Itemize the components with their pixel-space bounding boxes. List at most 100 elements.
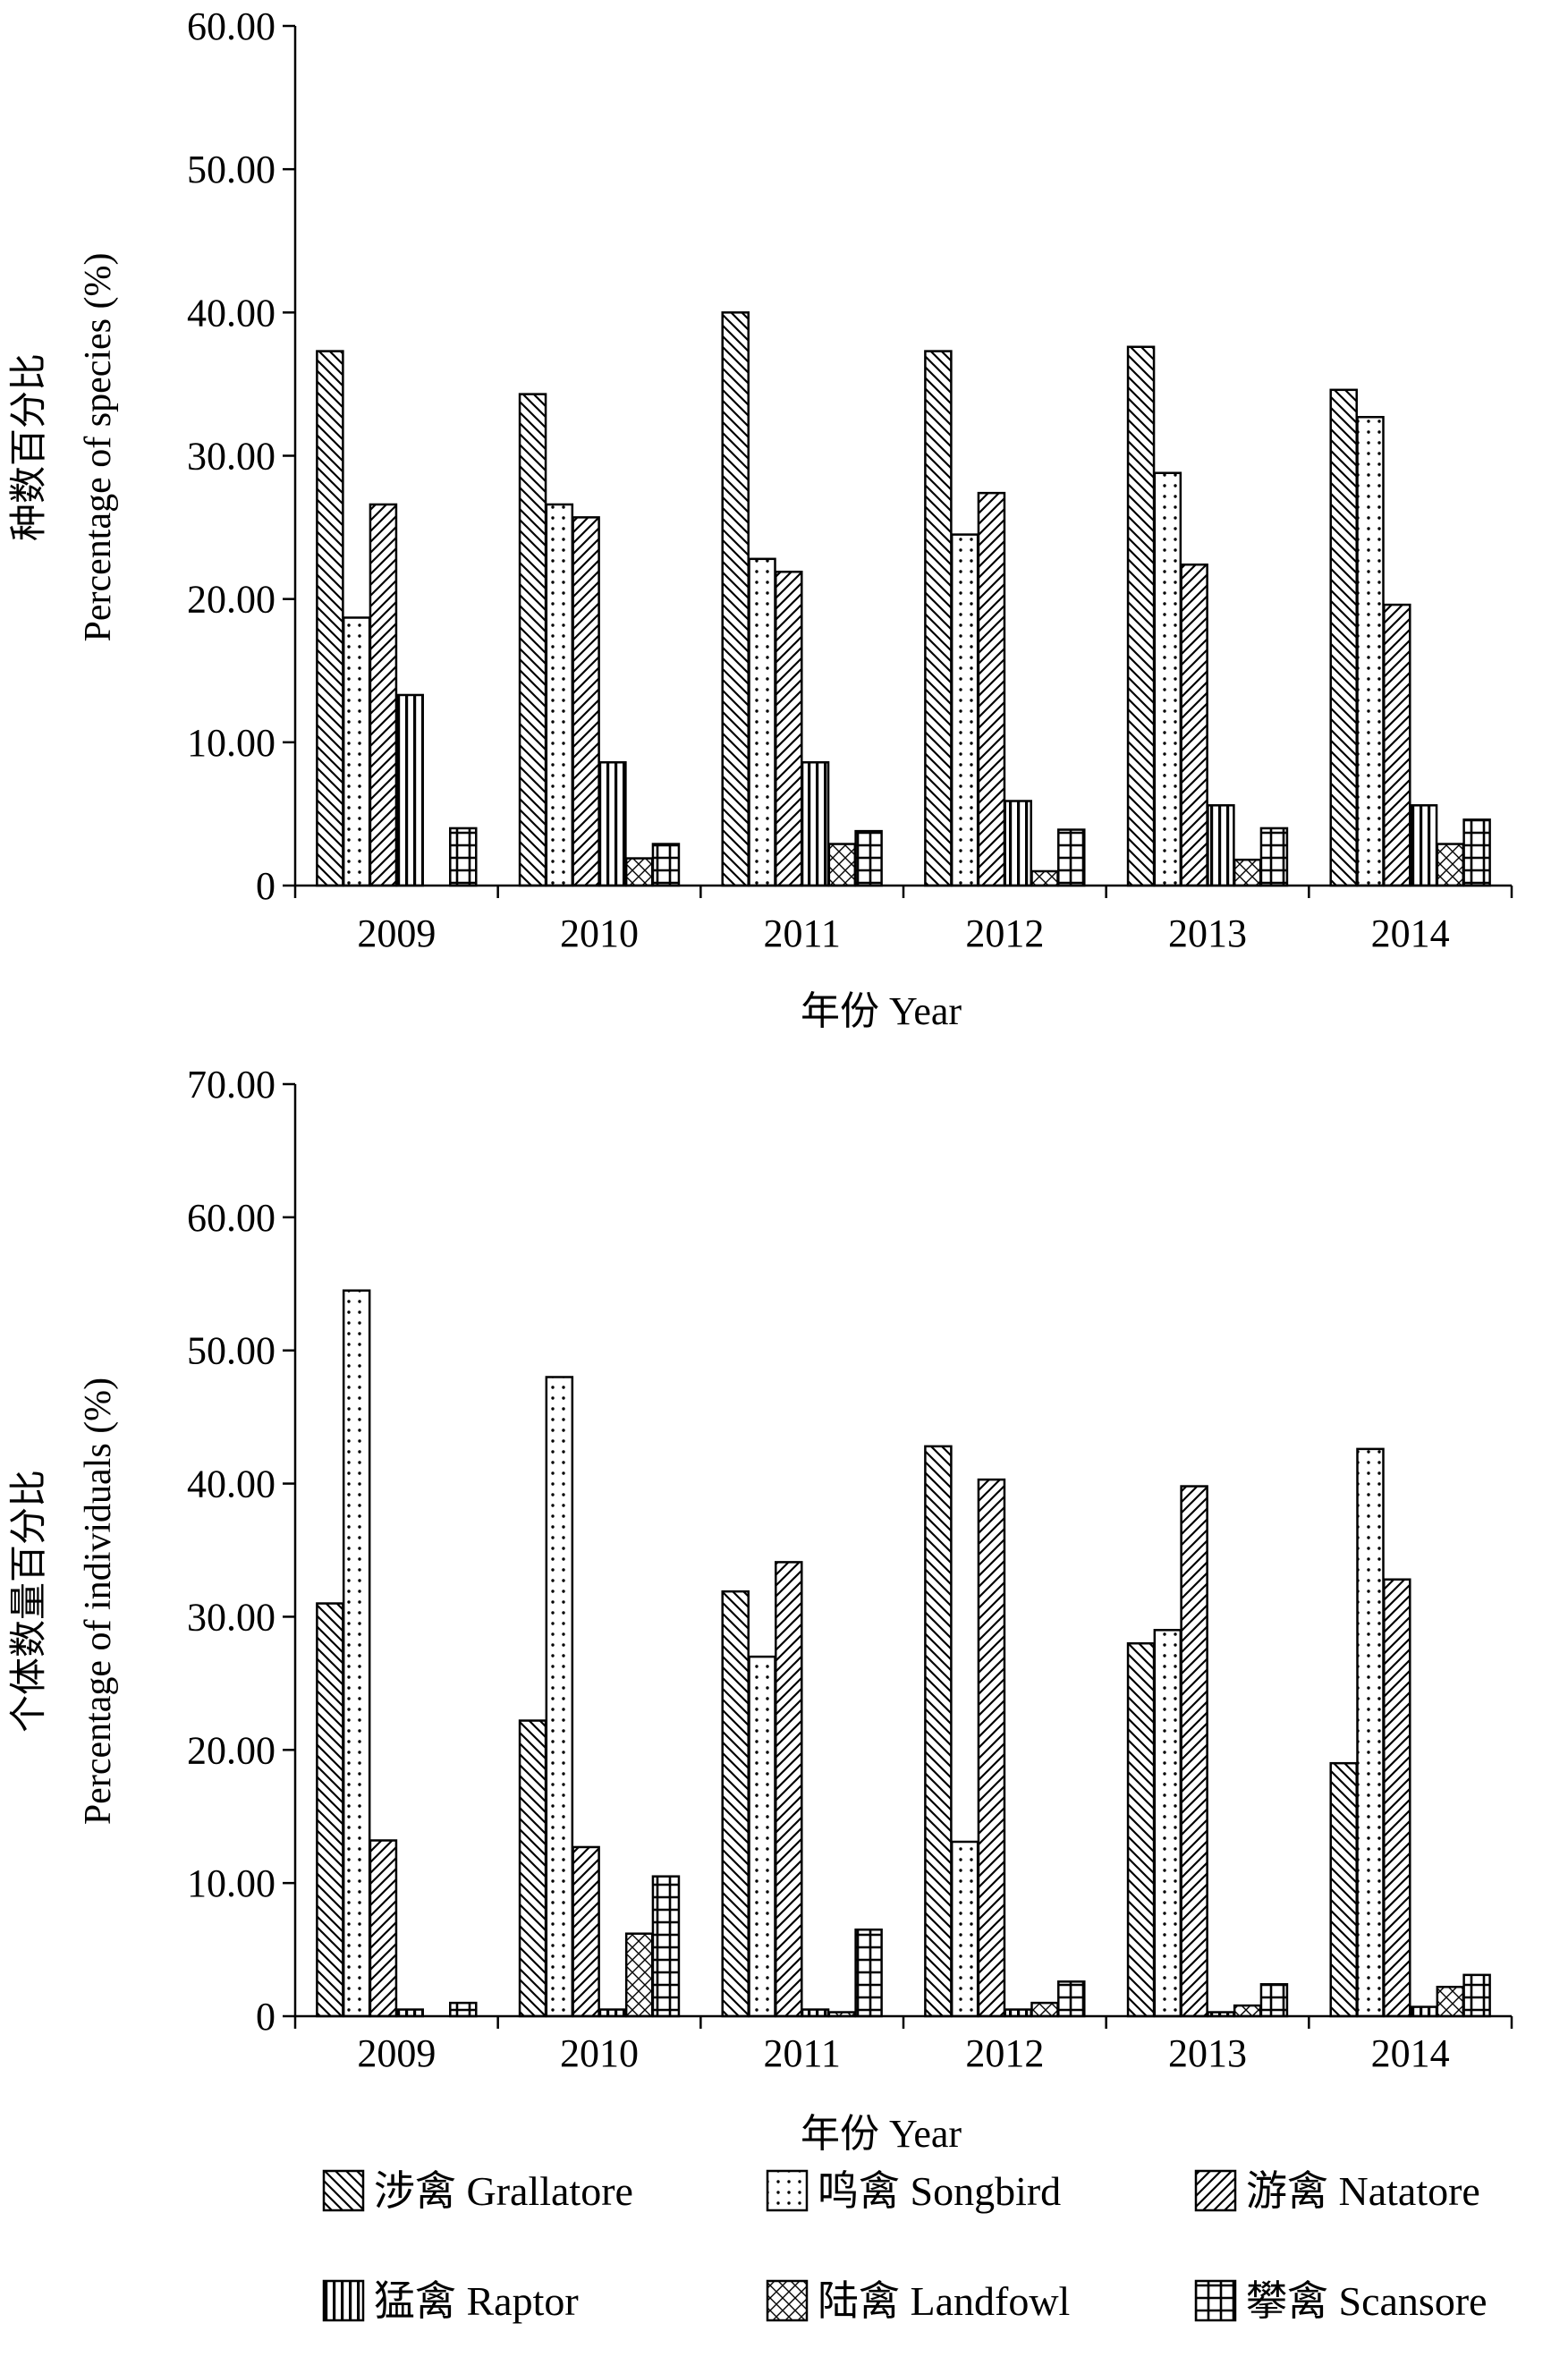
y-tick-label: 20.00 bbox=[187, 578, 275, 622]
x-tick-label: 2010 bbox=[560, 911, 639, 955]
y-tick-label: 50.00 bbox=[187, 148, 275, 191]
bar-2009-2 bbox=[369, 503, 398, 887]
x-tick-label: 2010 bbox=[560, 2031, 639, 2075]
x-tick-label: 2009 bbox=[357, 911, 436, 955]
bar-2012-1 bbox=[950, 533, 979, 887]
bar-2010-0 bbox=[518, 1719, 547, 2018]
legend-swatch bbox=[766, 2279, 809, 2322]
bar-2011-0 bbox=[721, 1590, 750, 2018]
bar-2014-5 bbox=[1462, 818, 1491, 887]
bar-2013-5 bbox=[1259, 827, 1289, 887]
bar-2009-0 bbox=[316, 1602, 344, 2018]
bar-2013-0 bbox=[1126, 345, 1156, 887]
y-axis-ticks: 0 10.00 20.00 30.00 40.00 50.00 60.00 70.00 bbox=[187, 1063, 295, 2039]
bar-2012-2 bbox=[977, 491, 1006, 887]
bar-2010-5 bbox=[651, 843, 681, 887]
x-axis-title: 年份 Year bbox=[801, 989, 962, 1033]
x-tick-label: 2012 bbox=[965, 911, 1044, 955]
legend-item: 游禽 Natatore bbox=[1194, 2168, 1480, 2214]
bar-2011-5 bbox=[854, 829, 883, 887]
bar-2010-2 bbox=[572, 1845, 600, 2018]
bar-2010-4 bbox=[624, 857, 654, 887]
x-tick-label: 2012 bbox=[965, 2031, 1044, 2075]
bar-2010-1 bbox=[545, 503, 574, 887]
legend-item: 攀禽 Scansore bbox=[1194, 2278, 1487, 2324]
bar-2012-5 bbox=[1057, 1980, 1086, 2018]
bar-2010-0 bbox=[518, 393, 547, 887]
y-axis-title-english: Percentage of species (%) bbox=[78, 253, 119, 642]
bar-2012-0 bbox=[924, 350, 953, 887]
bar-2009-0 bbox=[316, 350, 344, 887]
chart-individuals-percentage: 个体数量百分比 Percentage of individuals (%) 0 1… bbox=[9, 1063, 1513, 2156]
bar-2014-2 bbox=[1383, 603, 1411, 887]
bar-2014-3 bbox=[1409, 804, 1438, 887]
x-tick-label: 2011 bbox=[763, 911, 840, 955]
bar-2012-1 bbox=[950, 1840, 979, 2018]
bar-2013-3 bbox=[1207, 804, 1235, 887]
bar-2014-0 bbox=[1329, 388, 1358, 887]
x-tick-label: 2013 bbox=[1168, 2031, 1247, 2075]
bar-2013-1 bbox=[1153, 471, 1182, 887]
x-tick-label: 2014 bbox=[1371, 2031, 1450, 2075]
y-tick-label: 30.00 bbox=[187, 435, 275, 479]
bar-2012-5 bbox=[1057, 828, 1086, 887]
bar-2012-3 bbox=[1004, 800, 1032, 887]
bar-2013-2 bbox=[1180, 563, 1208, 887]
bar-2011-3 bbox=[801, 761, 830, 887]
bar-2010-3 bbox=[598, 761, 627, 887]
bar-2011-5 bbox=[854, 1928, 883, 2018]
x-axis-title: 年份 Year bbox=[801, 2112, 962, 2156]
y-axis-title-chinese: 个体数量百分比 bbox=[9, 1470, 50, 1733]
legend-swatch bbox=[322, 2169, 365, 2212]
legend-swatch bbox=[322, 2279, 365, 2322]
bar-2013-1 bbox=[1153, 1629, 1182, 2018]
bar-2011-1 bbox=[748, 1655, 776, 2018]
axes bbox=[293, 26, 1512, 887]
x-tick-label: 2011 bbox=[763, 2031, 840, 2075]
bar-2011-2 bbox=[775, 1561, 803, 2018]
legend-label: 鸣禽 Songbird bbox=[818, 2168, 1061, 2214]
y-tick-label: 60.00 bbox=[187, 4, 275, 48]
bar-2012-0 bbox=[924, 1445, 953, 2018]
bar-2011-0 bbox=[721, 311, 750, 887]
bar-2010-1 bbox=[545, 1376, 574, 2018]
bar-2014-4 bbox=[1436, 843, 1465, 887]
legend-item: 陆禽 Landfowl bbox=[766, 2278, 1070, 2324]
y-tick-label: 60.00 bbox=[187, 1196, 275, 1240]
bars bbox=[316, 1289, 1491, 2018]
x-axis-ticks: 2009 2010 2011 2012 2013 2014 bbox=[293, 886, 1513, 955]
bar-2014-1 bbox=[1356, 1447, 1385, 2018]
y-axis-title: 种数百分比 Percentage of species (%) bbox=[9, 253, 119, 642]
bar-2013-0 bbox=[1126, 1641, 1156, 2018]
chart-species-percentage: 种数百分比 Percentage of species (%) 0 10.00 20… bbox=[9, 4, 1513, 1033]
y-axis-title-chinese: 种数百分比 bbox=[9, 353, 50, 541]
bar-2009-5 bbox=[449, 2001, 478, 2018]
bar-2012-4 bbox=[1030, 869, 1059, 887]
y-tick-label: 10.00 bbox=[187, 1861, 275, 1905]
y-tick-label: 40.00 bbox=[187, 291, 275, 335]
legend-item: 猛禽 Raptor bbox=[322, 2278, 579, 2324]
bars bbox=[316, 311, 1491, 887]
bar-2009-1 bbox=[342, 1289, 371, 2018]
legend: 涉禽 Grallatore 鸣禽 Songbird 游禽 Natatore 猛禽 Ra… bbox=[322, 2168, 1487, 2324]
bar-2011-1 bbox=[748, 557, 776, 887]
legend-swatch bbox=[766, 2169, 809, 2212]
legend-item: 鸣禽 Songbird bbox=[766, 2168, 1061, 2214]
legend-swatch bbox=[1194, 2279, 1237, 2322]
y-tick-label: 40.00 bbox=[187, 1463, 275, 1506]
legend-item: 涉禽 Grallatore bbox=[322, 2168, 633, 2214]
legend-swatch bbox=[1194, 2169, 1237, 2212]
legend-label: 涉禽 Grallatore bbox=[374, 2168, 633, 2214]
bar-2013-4 bbox=[1233, 2004, 1262, 2018]
bar-2011-2 bbox=[775, 570, 803, 887]
bar-2012-4 bbox=[1030, 2001, 1059, 2018]
bar-2010-5 bbox=[651, 1875, 681, 2018]
y-axis-title: 个体数量百分比 Percentage of individuals (%) bbox=[9, 1378, 119, 1825]
y-axis-title-english: Percentage of individuals (%) bbox=[78, 1378, 119, 1825]
legend-label: 猛禽 Raptor bbox=[374, 2278, 579, 2324]
bar-2014-3 bbox=[1409, 2005, 1438, 2018]
y-axis-ticks: 0 10.00 20.00 30.00 40.00 50.00 60.00 bbox=[187, 4, 295, 908]
bar-2014-4 bbox=[1436, 1986, 1465, 2018]
x-axis-ticks: 2009 2010 2011 2012 2013 2014 bbox=[293, 2016, 1513, 2075]
